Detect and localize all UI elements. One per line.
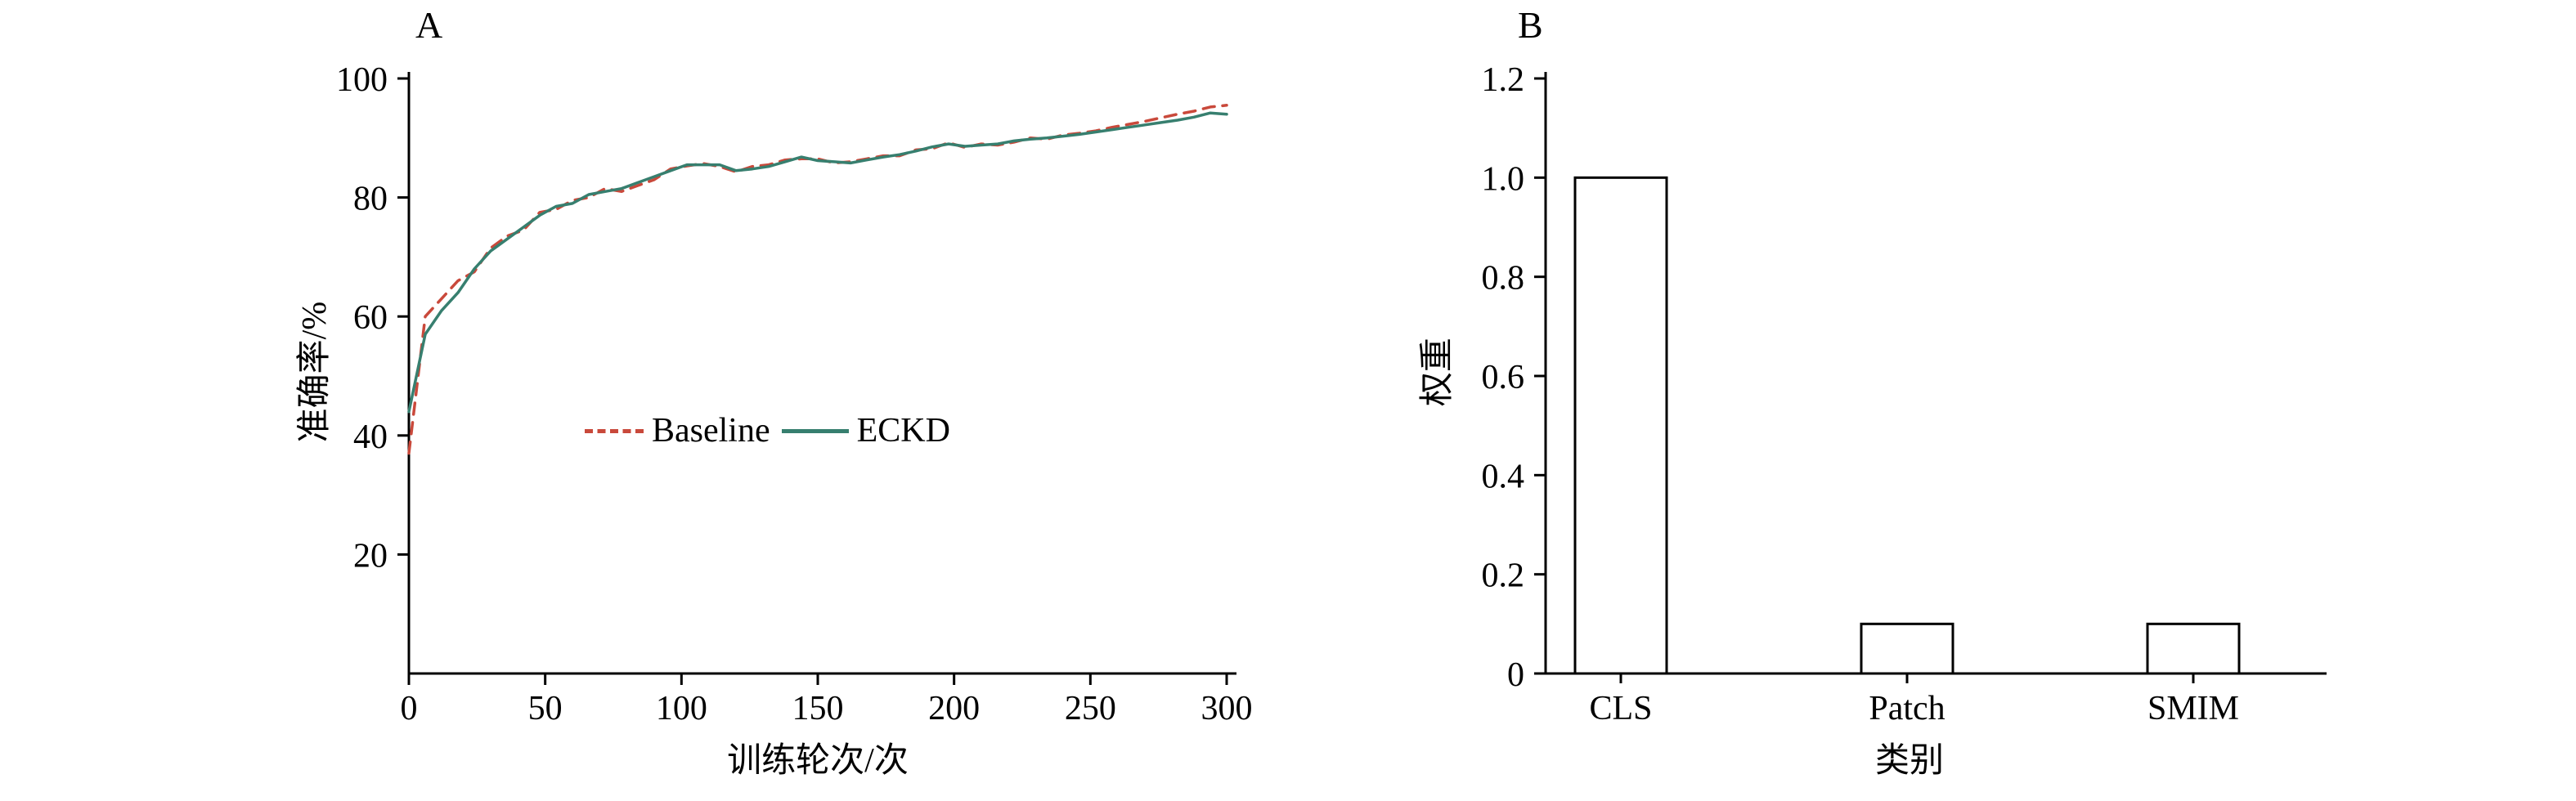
panel-a-label: A <box>415 4 443 46</box>
legend-label-eckd: ECKD <box>856 412 950 450</box>
legend-item-baseline: Baseline <box>585 414 770 448</box>
x-tick-label: CLS <box>1589 690 1652 727</box>
y-tick-label: 60 <box>353 299 388 337</box>
y-tick-label: 1.2 <box>1482 61 1525 99</box>
y-tick-label: 0.6 <box>1482 359 1525 396</box>
y-tick-label: 20 <box>353 537 388 575</box>
x-tick-label: Patch <box>1869 690 1945 727</box>
y-tick-label: 1.0 <box>1482 160 1525 198</box>
x-tick-label: 100 <box>656 690 707 727</box>
x-tick-label: 150 <box>792 690 844 727</box>
panel-a-y-axis-title: 准确率/% <box>295 301 334 443</box>
legend: Baseline ECKD <box>585 414 950 448</box>
panel-a-x-axis-title: 训练轮次/次 <box>727 742 909 780</box>
accuracy-line-chart: 0 50 100 150 200 250 300 20 40 60 80 100 <box>336 61 1253 727</box>
panel-b-y-axis-title: 权重 <box>1418 338 1456 407</box>
y-tick-label: 40 <box>353 418 388 456</box>
x-tick-label: 50 <box>528 690 563 727</box>
panel-b-label: B <box>1518 4 1543 46</box>
series-line-baseline <box>407 104 1228 455</box>
y-tick-label: 0 <box>1507 656 1524 694</box>
y-tick-label: 0.2 <box>1482 557 1525 595</box>
y-tick-label: 100 <box>336 61 388 99</box>
x-tick-label: SMIM <box>2147 690 2239 727</box>
series-line-eckd <box>407 111 1228 414</box>
baseline-dashed-line-swatch <box>585 428 644 433</box>
y-tick-label: 80 <box>353 181 388 218</box>
weight-bar-chart: 0 0.2 0.4 0.6 0.8 1.0 1.2 CLS Patch SMIM <box>1482 61 2327 727</box>
x-tick-label: 300 <box>1201 690 1253 727</box>
y-tick-label: 0.4 <box>1482 458 1525 495</box>
x-tick-label: 250 <box>1065 690 1116 727</box>
bar-patch <box>1860 622 1954 675</box>
legend-label-baseline: Baseline <box>652 412 770 450</box>
panel-b-x-axis-title: 类别 <box>1874 742 1944 780</box>
y-tick-label: 0.8 <box>1482 260 1525 298</box>
x-tick-label: 200 <box>928 690 980 727</box>
bar-cls <box>1573 176 1668 675</box>
x-tick-label: 0 <box>401 690 418 727</box>
eckd-solid-line-swatch <box>781 428 849 433</box>
bar-smim <box>2146 622 2241 675</box>
legend-item-eckd: ECKD <box>781 412 950 450</box>
